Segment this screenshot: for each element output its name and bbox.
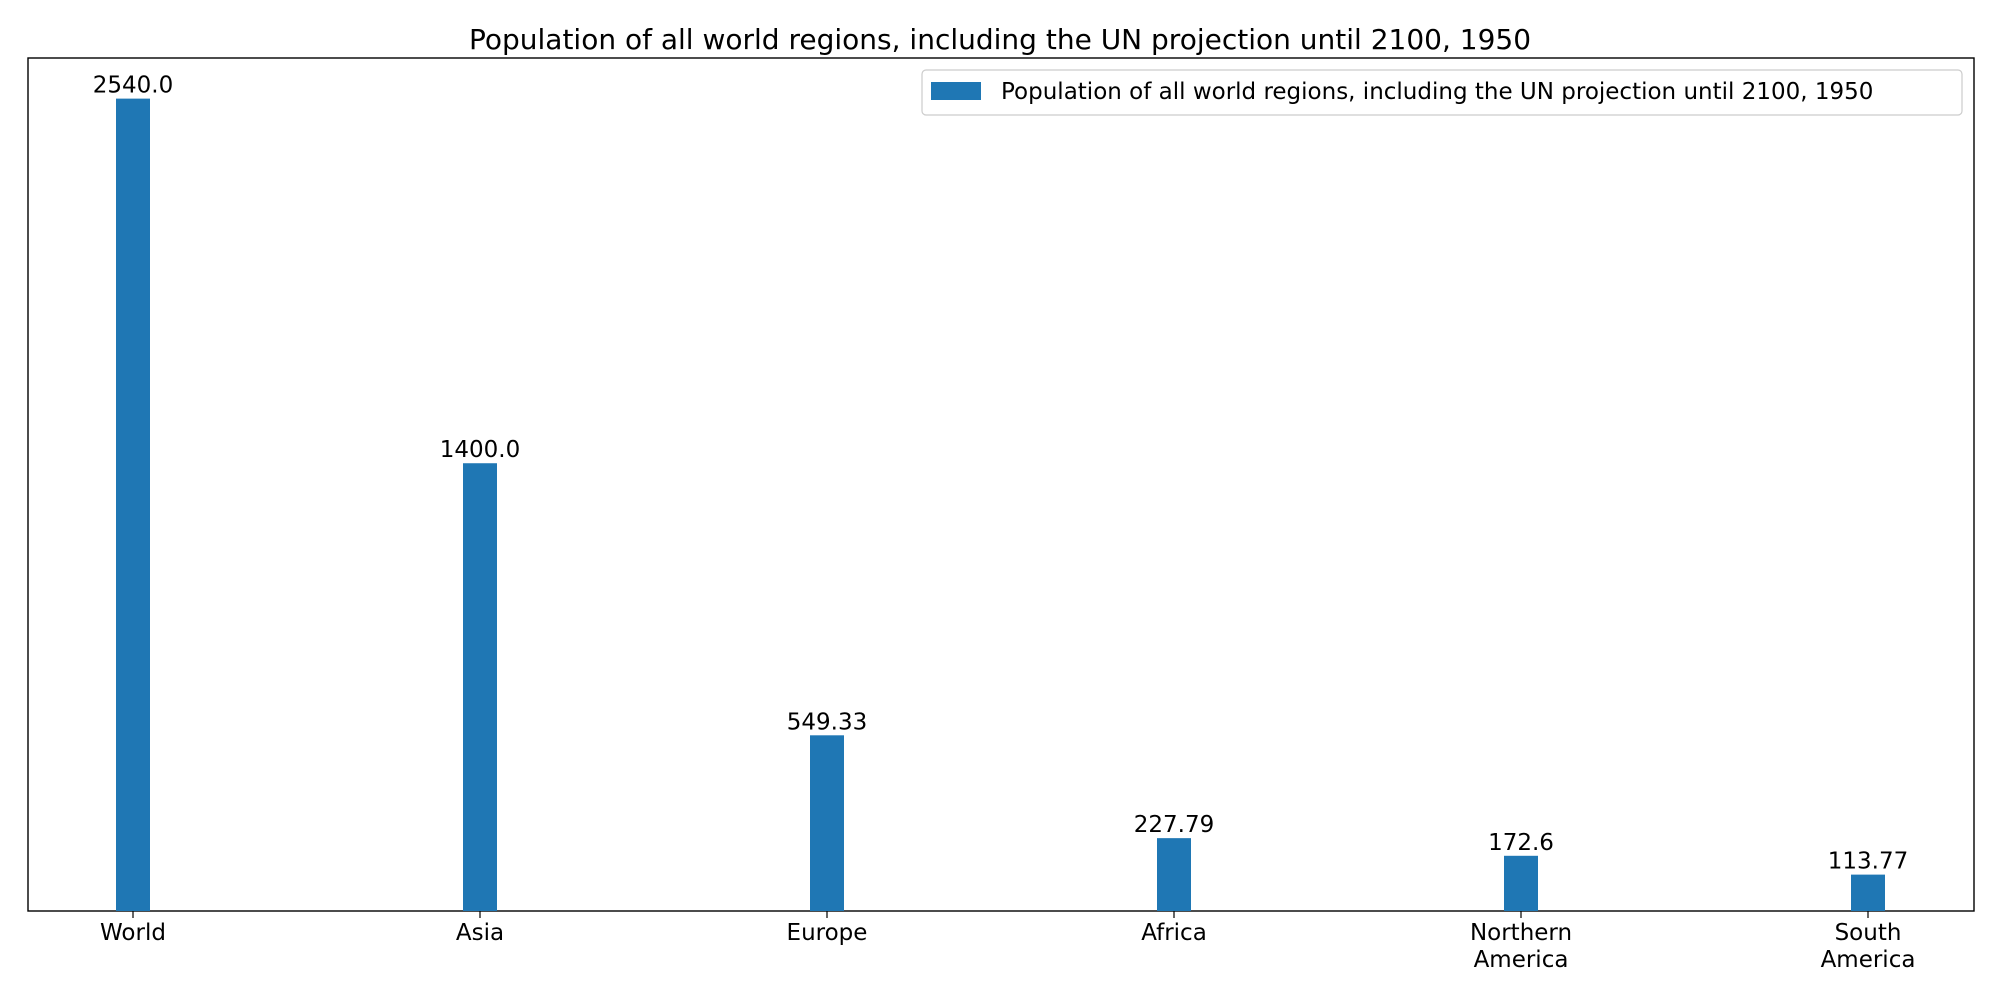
bar-africa	[1157, 838, 1191, 911]
x-tick-label: South America	[1821, 920, 1916, 973]
value-label: 172.6	[1488, 830, 1554, 856]
x-tick-label: World	[100, 920, 166, 946]
x-tick-label-line: Northern	[1470, 920, 1572, 946]
value-label: 227.79	[1134, 812, 1214, 838]
x-tick-label-line: World	[100, 920, 166, 946]
value-label: 2540.0	[93, 73, 173, 99]
x-tick-label-line: Europe	[787, 920, 868, 946]
value-label: 549.33	[787, 709, 867, 735]
x-tick-label-line: America	[1821, 947, 1916, 973]
bar-europe	[810, 735, 844, 911]
x-axis-ticks: World Asia Europe Africa Northern AmericaSout…	[100, 911, 1915, 973]
value-label: 113.77	[1828, 849, 1908, 875]
x-tick-label: Northern America	[1470, 920, 1572, 973]
legend: Population of all world regions, includi…	[921, 69, 1963, 116]
bar-world	[116, 98, 150, 912]
x-tick-label: Europe	[787, 920, 868, 946]
x-tick-label-line: Africa	[1141, 920, 1207, 946]
x-tick-label: Africa	[1141, 920, 1207, 946]
x-tick-label-line: America	[1474, 947, 1569, 973]
legend-swatch	[931, 82, 981, 100]
chart-title: Population of all world regions, includi…	[469, 23, 1531, 56]
plot-area-frame	[27, 57, 1975, 912]
x-tick-label-line: South	[1835, 920, 1902, 946]
legend-box	[921, 69, 1963, 116]
bar-northern-america	[1504, 855, 1538, 911]
value-label: 1400.0	[440, 437, 520, 463]
x-tick-label: Asia	[456, 920, 504, 946]
bar-asia	[463, 463, 497, 911]
bars-group	[116, 98, 1885, 912]
value-labels-group: 2540.0 1400.0 549.33 227.79 172.6 113.77	[93, 73, 1908, 875]
bar-south-america	[1851, 874, 1885, 911]
x-tick-label-line: Asia	[456, 920, 504, 946]
legend-label: Population of all world regions, includi…	[1001, 79, 1873, 105]
